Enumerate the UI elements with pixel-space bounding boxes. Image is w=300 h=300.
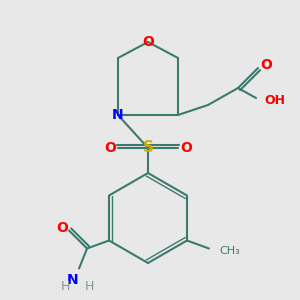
Text: N: N: [112, 108, 124, 122]
Text: S: S: [142, 140, 154, 155]
Text: CH₃: CH₃: [219, 245, 240, 256]
Text: O: O: [180, 141, 192, 155]
Text: OH: OH: [264, 94, 285, 106]
Text: O: O: [260, 58, 272, 72]
Text: H: H: [60, 280, 70, 293]
Text: O: O: [56, 221, 68, 236]
Text: N: N: [67, 274, 79, 287]
Text: O: O: [142, 35, 154, 49]
Text: O: O: [104, 141, 116, 155]
Text: H: H: [84, 280, 94, 293]
